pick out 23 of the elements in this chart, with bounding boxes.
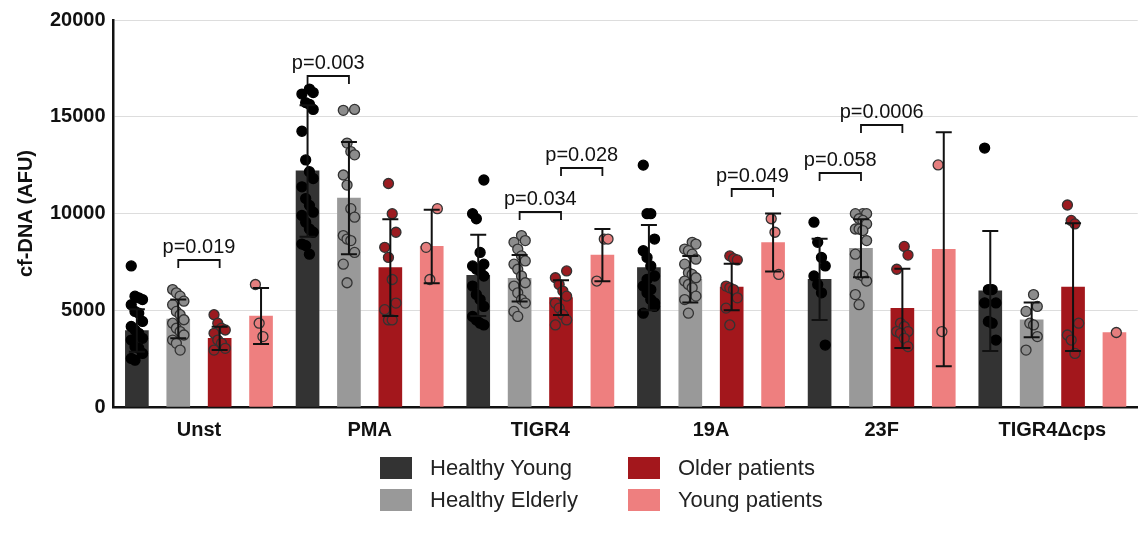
- annotation: p=0.019: [162, 234, 236, 257]
- legend-label: Older patients: [677, 455, 815, 481]
- y-tick-label: 10000: [49, 201, 106, 224]
- annotation: p=0.0006: [839, 99, 924, 122]
- x-tick-label: PMA: [347, 417, 392, 440]
- x-tick-label: TIGR4: [510, 417, 571, 440]
- y-axis-title: cf-DNA (AFU): [13, 149, 36, 278]
- legend-label: Young patients: [677, 487, 823, 513]
- y-tick-label: 0: [94, 394, 106, 417]
- x-tick-label: Unst: [176, 417, 222, 440]
- annotation: p=0.028: [545, 142, 619, 165]
- annotation: p=0.049: [715, 163, 789, 186]
- y-tick-label: 20000: [49, 7, 106, 30]
- legend-label: Healthy Elderly: [430, 487, 578, 513]
- legend-label: Healthy Young: [430, 455, 572, 481]
- x-tick-label: 23F: [864, 417, 899, 440]
- y-tick-label: 5000: [61, 297, 106, 320]
- annotation: p=0.034: [503, 186, 577, 209]
- x-tick-label: TIGR4Δcps: [998, 417, 1107, 440]
- annotation: p=0.058: [803, 147, 877, 170]
- y-tick-label: 15000: [49, 104, 106, 127]
- annotation: p=0.003: [291, 50, 365, 73]
- x-tick-label: 19A: [692, 417, 730, 440]
